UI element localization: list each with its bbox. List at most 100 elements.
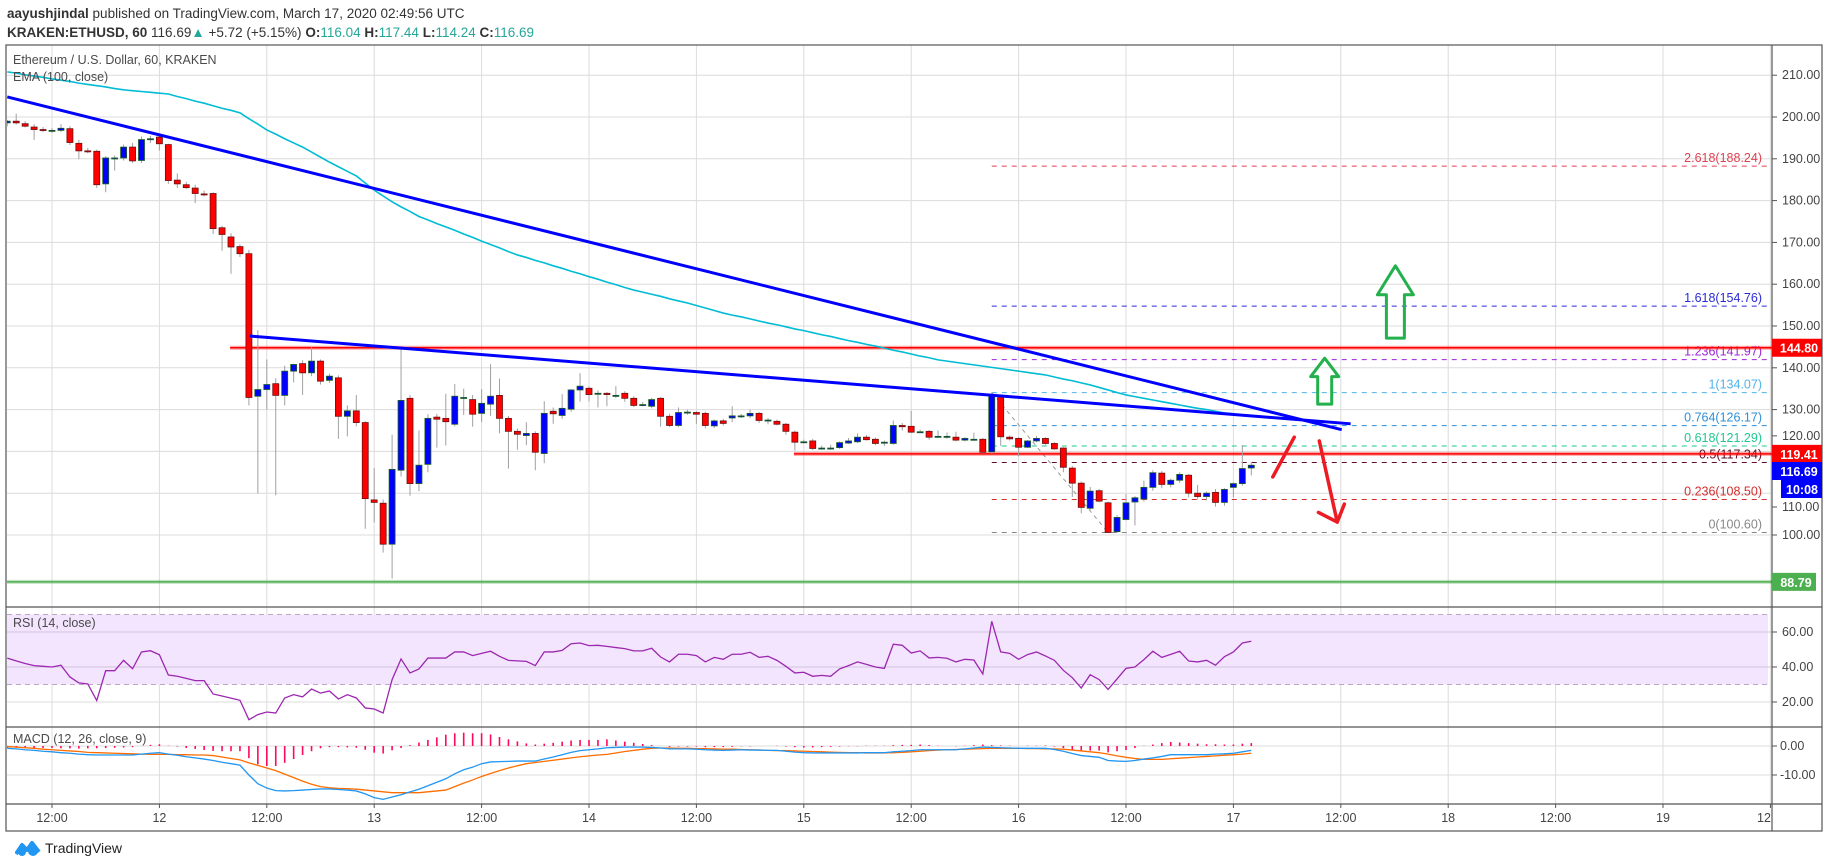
candle xyxy=(567,389,575,412)
candle-body xyxy=(361,422,369,500)
candle xyxy=(907,410,915,434)
candle xyxy=(782,422,790,435)
candle xyxy=(988,392,996,454)
time-axis-label: 12:00 xyxy=(681,811,712,825)
time-axis-label: 12:00 xyxy=(251,811,282,825)
fib-level-label: 0(100.60) xyxy=(1708,517,1762,531)
author-name[interactable]: aayushjindal xyxy=(7,6,89,21)
candle-body xyxy=(701,412,709,426)
tradingview-logo[interactable]: TradingView xyxy=(15,840,122,856)
candle xyxy=(898,422,906,431)
candle xyxy=(961,437,969,442)
candle xyxy=(1095,489,1103,503)
candle-body xyxy=(514,430,521,435)
fib-trend-line xyxy=(991,392,1109,533)
candle-body xyxy=(567,389,575,410)
rsi-axis-label: 20.00 xyxy=(1782,695,1813,709)
candle xyxy=(496,378,503,434)
time-axis-label: 13 xyxy=(367,811,381,825)
candle xyxy=(451,384,459,427)
candle-body xyxy=(138,139,145,161)
candle xyxy=(326,373,333,383)
candle-body xyxy=(845,440,852,444)
candle xyxy=(1042,437,1049,445)
candle-body xyxy=(334,377,342,417)
publication-header: aayushjindal published on TradingView.co… xyxy=(7,4,534,42)
candle-body xyxy=(836,442,843,449)
candle xyxy=(352,394,360,427)
bounce-stroke-icon xyxy=(1271,435,1297,479)
publish-line: aayushjindal published on TradingView.co… xyxy=(7,4,534,23)
candle-body xyxy=(1131,497,1139,503)
fib-level-label: 0.764(126.17) xyxy=(1684,411,1762,425)
candle-body xyxy=(102,157,110,185)
candle xyxy=(57,124,65,133)
candle xyxy=(639,402,647,407)
candle xyxy=(227,233,235,274)
candle xyxy=(1158,471,1166,489)
pivot-price-tag-text: 119.41 xyxy=(1780,448,1818,462)
candle-body xyxy=(1203,492,1210,497)
candle xyxy=(299,360,307,395)
fib-level-label: 0.618(121.29) xyxy=(1684,431,1762,445)
candle-body xyxy=(1230,483,1237,488)
macd-axis-label: 0.00 xyxy=(1780,739,1804,753)
candle-body xyxy=(281,370,289,396)
close-label: C: xyxy=(479,25,494,40)
fib-level-label: 2.618(188.24) xyxy=(1684,151,1762,165)
resistance-price-tag-bg xyxy=(1772,338,1822,357)
macd-axis-label: -10.00 xyxy=(1780,768,1815,782)
candle xyxy=(469,394,477,427)
symbol-quote-line: KRAKEN:ETHUSD, 60 116.69▲ +5.72 (+5.15%)… xyxy=(7,23,534,42)
rsi-legend: RSI (14, close) xyxy=(13,616,96,630)
candle xyxy=(182,181,190,189)
candle-body xyxy=(12,120,20,124)
candle-body xyxy=(1059,447,1067,468)
candle-body xyxy=(800,441,808,444)
candle-body xyxy=(487,395,494,405)
open-label: O: xyxy=(305,25,321,40)
candle-body xyxy=(1149,472,1157,488)
candle-body xyxy=(200,193,208,196)
candle-body xyxy=(1185,474,1193,494)
time-axis-label: 12:00 xyxy=(896,811,927,825)
candle xyxy=(1033,435,1040,443)
candle-body xyxy=(907,425,915,433)
candle-body xyxy=(1006,436,1014,440)
candle-body xyxy=(388,468,396,545)
candle xyxy=(21,121,29,128)
candle xyxy=(836,441,843,449)
candle-body xyxy=(1194,492,1201,497)
candle-body xyxy=(710,420,718,427)
candle xyxy=(505,415,512,469)
candle-body xyxy=(889,425,897,444)
candle xyxy=(111,155,119,171)
candle xyxy=(809,438,817,451)
candle xyxy=(880,440,888,446)
candle xyxy=(147,135,154,143)
candle-body xyxy=(612,394,620,397)
candle-body xyxy=(245,253,253,398)
candle xyxy=(75,139,83,160)
candle xyxy=(263,359,271,410)
candle xyxy=(1006,435,1014,441)
candle-body xyxy=(970,438,978,441)
candle xyxy=(1230,482,1237,498)
rsi-axis-label: 40.00 xyxy=(1782,660,1813,674)
candle-body xyxy=(460,397,468,399)
candle-body xyxy=(57,127,65,131)
candle xyxy=(317,359,324,385)
candle xyxy=(943,432,951,439)
candle-body xyxy=(1095,490,1103,502)
candle-body xyxy=(164,144,172,181)
close-value: 116.69 xyxy=(493,25,535,40)
price-axis-label: 200.00 xyxy=(1782,110,1820,124)
candle xyxy=(952,431,960,442)
price-axis-label: 150.00 xyxy=(1782,319,1820,333)
candle-body xyxy=(66,128,74,143)
time-axis-label: 12:00 xyxy=(1540,811,1571,825)
candle-body xyxy=(943,435,951,438)
candle-body xyxy=(326,375,333,381)
candle xyxy=(997,394,1005,446)
